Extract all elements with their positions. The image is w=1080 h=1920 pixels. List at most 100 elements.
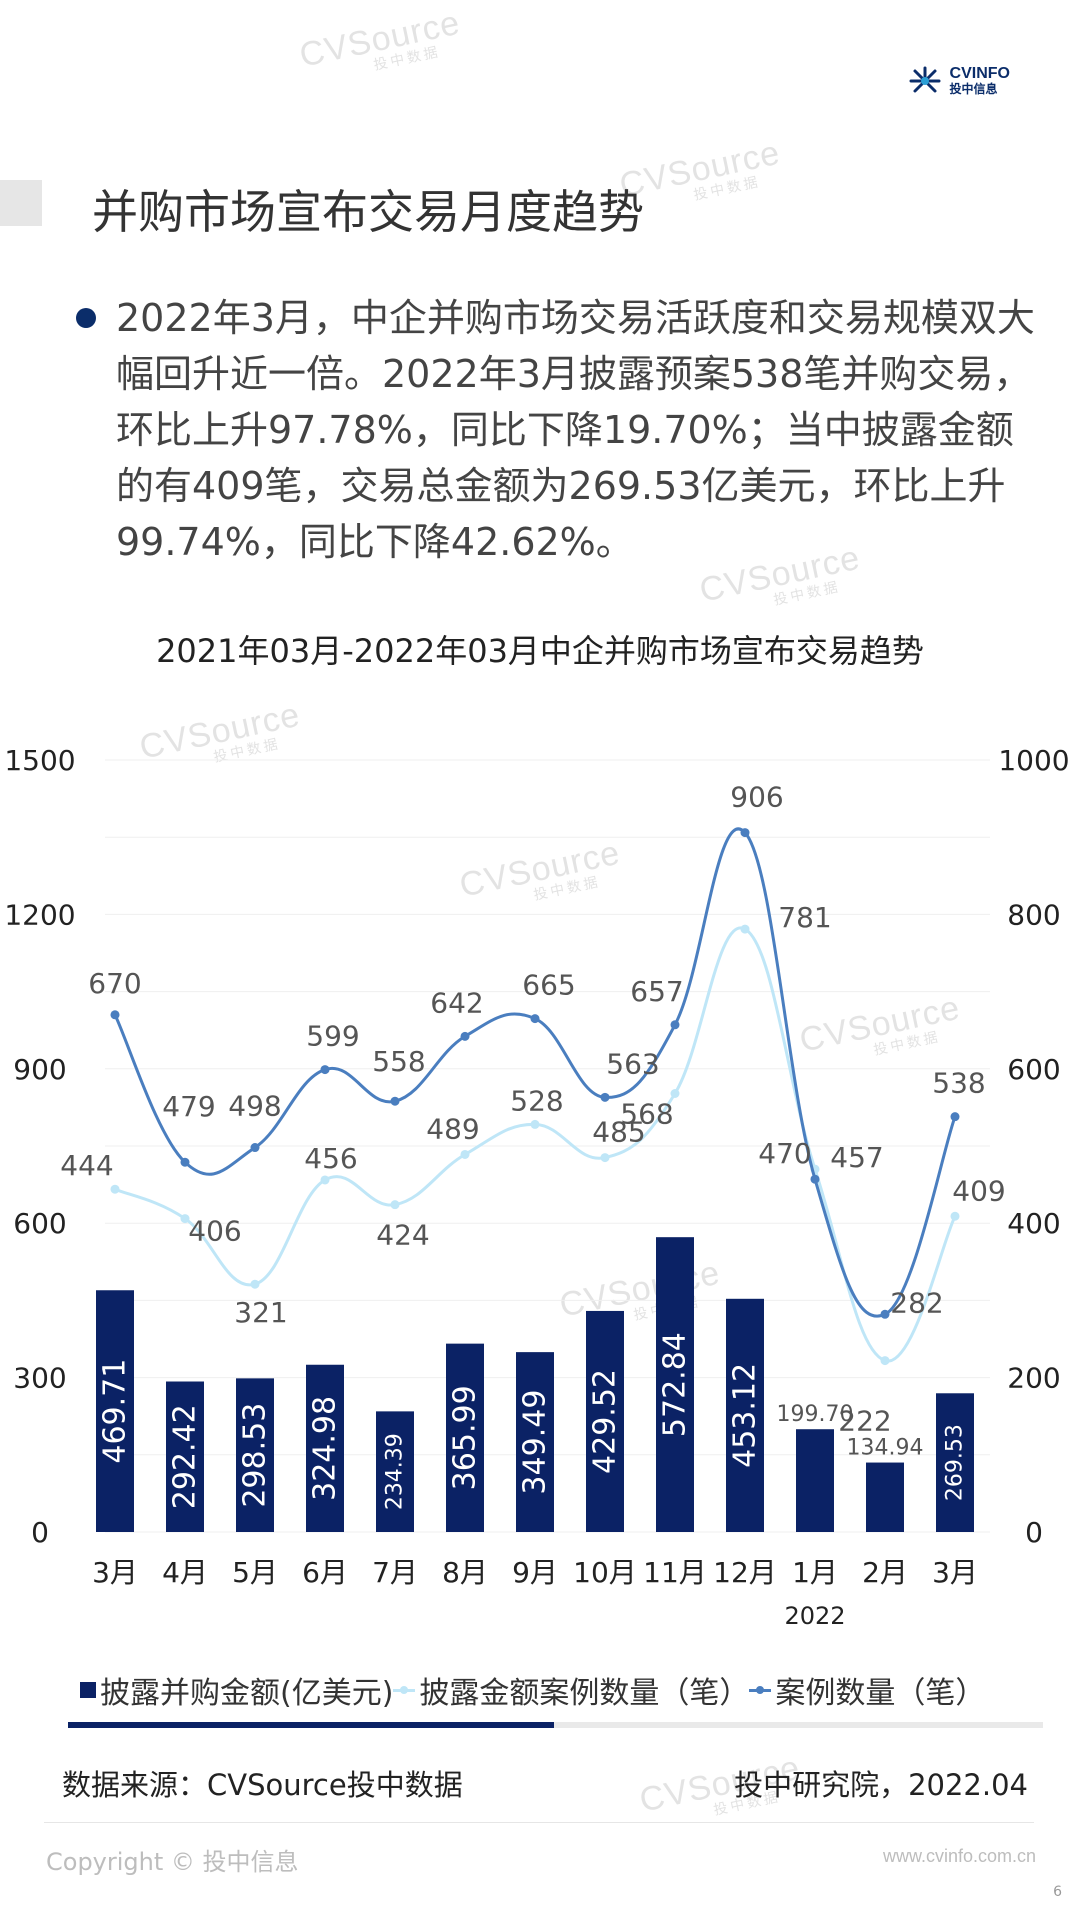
bar bbox=[586, 1310, 624, 1532]
case-count-label: 665 bbox=[522, 969, 575, 1002]
trend-chart: 2021年03月-2022年03月中企并购市场宣布交易趋势 0 300 600 900… bbox=[4, 632, 1069, 1630]
bar-data-label: 269.53 bbox=[943, 1424, 968, 1501]
disclosed-count-label: 222 bbox=[838, 1405, 891, 1438]
bar bbox=[166, 1381, 204, 1532]
disclosed-count-point bbox=[460, 1149, 470, 1159]
institute-date: 投中研究院，2022.04 bbox=[734, 1768, 1028, 1802]
right-axis-tick-label: 600 bbox=[1007, 1053, 1060, 1086]
case-count-point bbox=[740, 828, 750, 838]
disclosed-count-label: 489 bbox=[426, 1112, 479, 1145]
bar-data-label: 199.70 bbox=[777, 1402, 854, 1427]
case-count-point bbox=[950, 1112, 960, 1122]
bar-data-label: 234.39 bbox=[383, 1433, 408, 1510]
x-axis-tick-label: 4月 bbox=[162, 1556, 208, 1589]
case-count-label: 599 bbox=[306, 1020, 359, 1053]
left-axis-tick-label: 600 bbox=[13, 1207, 66, 1240]
legend-item-disclosed-count: 披露金额案例数量（笔） bbox=[393, 1668, 749, 1712]
case-count-point bbox=[810, 1174, 820, 1184]
bar bbox=[376, 1411, 414, 1532]
disclosed-count-label: 485 bbox=[592, 1116, 645, 1149]
bar bbox=[726, 1298, 764, 1532]
x-axis-tick-label: 6月 bbox=[302, 1556, 348, 1589]
legend-label: 披露并购金额(亿美元) bbox=[100, 1676, 394, 1711]
right-axis-ticks: 0 200 400 600 800 1000 bbox=[998, 744, 1069, 1549]
case-count-label: 906 bbox=[730, 781, 783, 814]
x-axis-year-label: 2022 bbox=[784, 1602, 845, 1630]
legend-swatch-square bbox=[80, 1682, 96, 1698]
case-count-label: 282 bbox=[890, 1286, 943, 1319]
legend-swatch-line bbox=[749, 1685, 772, 1694]
bar-data-label: 453.12 bbox=[728, 1363, 763, 1468]
summary-paragraph: 2022年3月，中企并购市场交易活跃度和交易规模双大幅回升近一倍。2022年3月… bbox=[116, 296, 1035, 564]
bar-data-label: 134.94 bbox=[847, 1436, 924, 1461]
case-count-point bbox=[110, 1010, 120, 1020]
case-count-point bbox=[180, 1157, 190, 1167]
legend-swatch-line bbox=[393, 1685, 416, 1694]
x-axis-tick-label: 9月 bbox=[512, 1556, 558, 1589]
x-axis-tick-label: 5月 bbox=[232, 1556, 278, 1589]
left-axis-tick-label: 0 bbox=[31, 1516, 49, 1549]
disclosed-count-label: 321 bbox=[234, 1296, 287, 1329]
bar bbox=[96, 1290, 134, 1532]
case-count-point bbox=[460, 1031, 470, 1041]
bar-series: 469.71 292.42 298.53 324.98 234.39 365.99 349.… bbox=[96, 1237, 974, 1532]
bar bbox=[516, 1352, 554, 1532]
case-count-label: 538 bbox=[932, 1067, 985, 1100]
bar bbox=[936, 1393, 974, 1532]
case-count-point bbox=[250, 1143, 260, 1153]
title-accent-bar bbox=[0, 180, 42, 226]
bar bbox=[446, 1343, 484, 1532]
bar-data-label: 324.98 bbox=[308, 1396, 343, 1501]
disclosed-count-label: 424 bbox=[376, 1219, 429, 1252]
bar-data-label: 349.49 bbox=[518, 1390, 553, 1495]
disclosed-count-point bbox=[250, 1279, 260, 1289]
company-logo: CVINFO 投中信息 bbox=[908, 65, 1010, 96]
bar bbox=[796, 1429, 834, 1532]
left-axis-tick-label: 1500 bbox=[4, 744, 75, 777]
right-axis-tick-label: 1000 bbox=[998, 744, 1069, 777]
case-count-point bbox=[530, 1014, 540, 1024]
footer-divider bbox=[44, 1822, 1034, 1823]
left-axis-ticks: 0 300 600 900 1200 1500 bbox=[4, 744, 75, 1549]
scroll-slider[interactable] bbox=[68, 1722, 1043, 1728]
disclosed-count-point bbox=[320, 1175, 330, 1185]
page-title: 并购市场宣布交易月度趋势 bbox=[92, 185, 644, 239]
x-axis-ticks: 3月 4月 5月 6月 7月 8月 9月 10月 11月 12月 1月 2月 3月 2022 bbox=[92, 1556, 978, 1630]
case-count-label: 563 bbox=[606, 1047, 659, 1080]
right-axis-tick-label: 400 bbox=[1007, 1207, 1060, 1240]
slider-thumb[interactable] bbox=[68, 1722, 554, 1728]
disclosed-count-label: 781 bbox=[778, 901, 831, 934]
disclosed-count-point bbox=[530, 1119, 540, 1129]
data-source: 数据来源：CVSource投中数据 bbox=[62, 1768, 463, 1802]
case-count-point bbox=[320, 1065, 330, 1075]
chart-title: 2021年03月-2022年03月中企并购市场宣布交易趋势 bbox=[156, 632, 924, 670]
case-count-point bbox=[600, 1092, 610, 1102]
disclosed-count-label: 406 bbox=[188, 1215, 241, 1248]
case-count-label: 479 bbox=[162, 1090, 215, 1123]
case-count-label: 498 bbox=[228, 1090, 281, 1123]
right-axis-tick-label: 800 bbox=[1007, 898, 1060, 931]
case-count-label: 642 bbox=[430, 986, 483, 1019]
logo-text-en: CVINFO bbox=[949, 65, 1010, 83]
bar bbox=[236, 1378, 274, 1532]
bar-data-label: 429.52 bbox=[588, 1369, 623, 1474]
case-count-label: 657 bbox=[630, 975, 683, 1008]
case-count-point bbox=[670, 1020, 680, 1030]
x-axis-tick-label: 12月 bbox=[713, 1556, 777, 1589]
left-axis-tick-label: 900 bbox=[13, 1053, 66, 1086]
disclosed-count-label: 568 bbox=[620, 1098, 673, 1131]
disclosed-count-label: 528 bbox=[510, 1084, 563, 1117]
legend-item-amount: 披露并购金额(亿美元) bbox=[80, 1668, 393, 1712]
logo-burst-icon bbox=[909, 66, 941, 93]
right-axis-tick-label: 0 bbox=[1025, 1516, 1043, 1549]
x-axis-tick-label: 11月 bbox=[643, 1556, 707, 1589]
x-axis-tick-label: 2月 bbox=[862, 1556, 908, 1589]
disclosed-count-line bbox=[114, 926, 957, 1363]
bullet-dot bbox=[76, 308, 96, 328]
disclosed-count-point bbox=[880, 1356, 890, 1366]
bar bbox=[306, 1364, 344, 1532]
disclosed-count-point bbox=[600, 1153, 610, 1163]
disclosed-count-point bbox=[670, 1089, 680, 1099]
bar-data-label: 469.71 bbox=[98, 1359, 133, 1464]
